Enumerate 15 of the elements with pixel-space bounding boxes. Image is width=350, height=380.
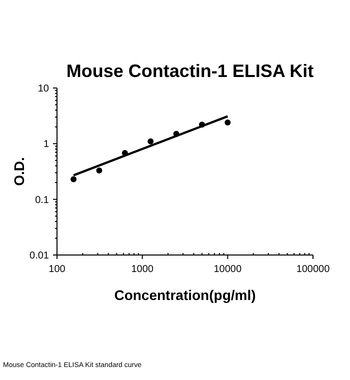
- point: [224, 120, 231, 126]
- y-tick-label: 0.01: [30, 250, 50, 262]
- y-tick-label: 10: [38, 84, 50, 94]
- chart-title: Mouse Contactin-1 ELISA Kit: [66, 61, 314, 81]
- point: [148, 138, 154, 144]
- y-axis-title: O.D.: [11, 157, 27, 186]
- y-tick-label: 0.1: [35, 194, 50, 206]
- x-tick-label: 100: [48, 264, 66, 275]
- x-axis-title: Concentration(pg/ml): [114, 287, 256, 303]
- x-tick-label: 1000: [131, 264, 154, 275]
- x-tick-label: 10000: [214, 264, 242, 275]
- y-tick-label: 1: [43, 139, 50, 150]
- x-tick-label: 100000: [296, 264, 330, 275]
- point: [70, 176, 77, 182]
- point: [96, 167, 102, 174]
